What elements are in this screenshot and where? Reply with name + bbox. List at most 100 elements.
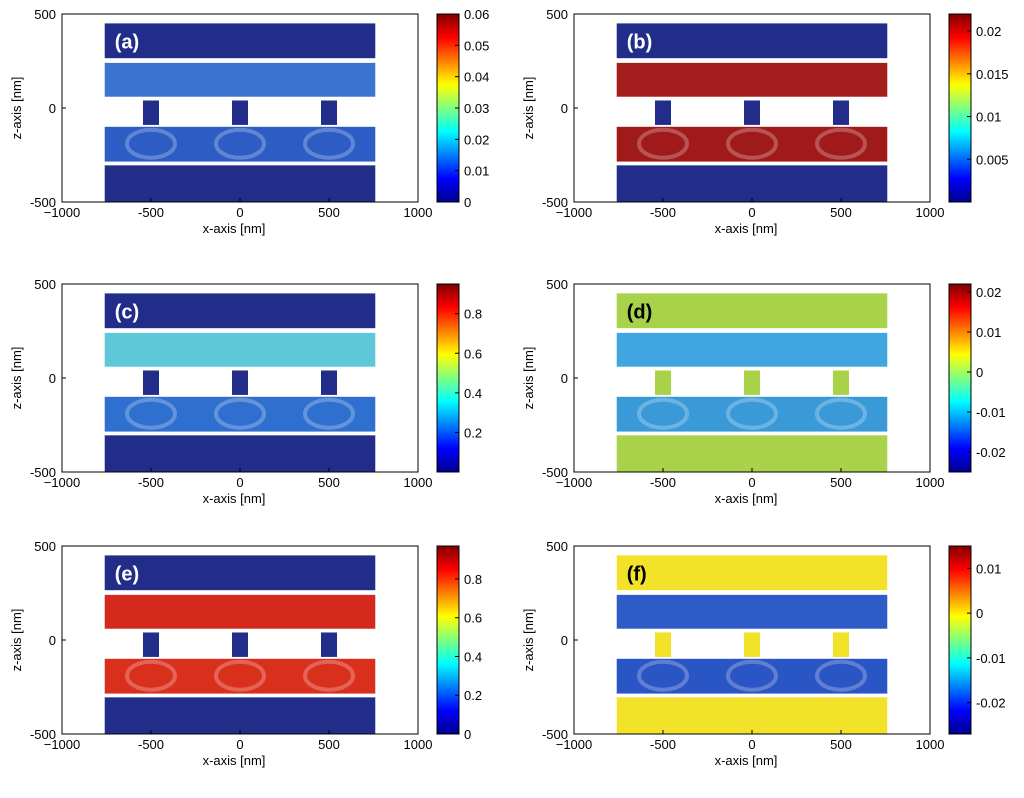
panel-label-b: (b): [627, 31, 653, 53]
panel-d: −1000 -500 0 500 1000 500 0 -500 x-axis [nm] z-ax…: [512, 270, 1024, 536]
y-tick-label-c-2: 0: [49, 371, 56, 386]
colorbar-tick-label-c-3: 0.4: [464, 386, 482, 401]
x-tick-label-c-2: -500: [138, 475, 164, 490]
pillar-b-1: [654, 100, 672, 125]
colorbar-tick-label-e-1: 0.8: [464, 572, 482, 587]
panel-label-e: (e): [115, 563, 139, 585]
x-tick-label-e-4: 500: [318, 737, 340, 752]
upper-field-layer-d: [616, 332, 888, 367]
field-lobe-c-3: [303, 397, 355, 430]
y-tick-label-d-2: 0: [561, 371, 568, 386]
y-tick-label-d-3: -500: [542, 465, 568, 480]
bottom-slab-a: [104, 165, 376, 202]
x-tick-label-b-1: −1000: [556, 205, 593, 220]
y-axis-label-c: z-axis [nm]: [9, 347, 24, 410]
field-lobe-f-3: [815, 659, 867, 692]
x-tick-label-f-1: −1000: [556, 737, 593, 752]
colorbar-c: [436, 283, 460, 473]
pillar-f-1: [654, 632, 672, 657]
field-lobe-c-1: [125, 397, 177, 430]
pillar-d-2: [743, 370, 761, 395]
pillar-b-3: [832, 100, 850, 125]
x-axis-label-f: x-axis [nm]: [715, 753, 778, 768]
colorbar-tick-label-f-2: 0: [976, 606, 983, 621]
y-tick-label-e-1: 500: [34, 539, 56, 554]
y-tick-label-f-1: 500: [546, 539, 568, 554]
colorbar-tick-label-a-5: 0.02: [464, 132, 489, 147]
bottom-slab-b: [616, 165, 888, 202]
x-tick-label-c-5: 1000: [404, 475, 433, 490]
field-lobe-e-3: [303, 659, 355, 692]
upper-field-layer-a: [104, 62, 376, 97]
colorbar-f: [948, 545, 972, 735]
x-tick-label-f-3: 0: [748, 737, 755, 752]
colorbar-tick-label-d-5: -0.02: [976, 445, 1006, 460]
colorbar-tick-label-a-4: 0.03: [464, 101, 489, 116]
x-tick-label-d-4: 500: [830, 475, 852, 490]
bottom-slab-c: [104, 435, 376, 472]
colorbar-tick-label-e-2: 0.6: [464, 611, 482, 626]
y-tick-label-b-1: 500: [546, 7, 568, 22]
y-tick-label-b-2: 0: [561, 101, 568, 116]
field-lobe-b-1: [637, 127, 689, 160]
top-slab-c: [104, 293, 376, 329]
bottom-slab-e: [104, 697, 376, 734]
colorbar-b: [948, 13, 972, 203]
x-tick-label-d-3: 0: [748, 475, 755, 490]
x-axis-label-c: x-axis [nm]: [203, 491, 266, 506]
colorbar-tick-label-f-4: -0.02: [976, 696, 1006, 711]
lower-field-layer-d: [616, 396, 888, 432]
lower-field-layer-e: [104, 658, 376, 694]
x-axis-label-b: x-axis [nm]: [715, 221, 778, 236]
upper-field-layer-e: [104, 594, 376, 629]
panel-label-c: (c): [115, 301, 139, 323]
x-tick-label-b-2: -500: [650, 205, 676, 220]
upper-field-layer-b: [616, 62, 888, 97]
colorbar-tick-label-d-1: 0.02: [976, 285, 1001, 300]
colorbar-tick-label-e-5: 0: [464, 727, 471, 742]
y-tick-label-a-3: -500: [30, 195, 56, 210]
y-tick-label-e-2: 0: [49, 633, 56, 648]
colorbar-tick-label-b-1: 0.02: [976, 24, 1001, 39]
y-tick-label-a-2: 0: [49, 101, 56, 116]
x-tick-label-e-3: 0: [236, 737, 243, 752]
x-tick-label-f-5: 1000: [916, 737, 945, 752]
x-tick-label-d-5: 1000: [916, 475, 945, 490]
field-lobe-d-2: [726, 397, 778, 430]
y-tick-label-b-3: -500: [542, 195, 568, 210]
x-tick-label-a-5: 1000: [404, 205, 433, 220]
x-axis-label-e: x-axis [nm]: [203, 753, 266, 768]
y-tick-label-f-2: 0: [561, 633, 568, 648]
lower-field-layer-f: [616, 658, 888, 694]
x-tick-label-c-4: 500: [318, 475, 340, 490]
top-slab-d: [616, 293, 888, 329]
x-tick-label-e-2: -500: [138, 737, 164, 752]
y-axis-label-a: z-axis [nm]: [9, 77, 24, 140]
x-tick-label-a-3: 0: [236, 205, 243, 220]
field-lobe-b-2: [726, 127, 778, 160]
pillar-e-3: [320, 632, 338, 657]
y-axis-label-d: z-axis [nm]: [521, 347, 536, 410]
pillar-e-2: [231, 632, 249, 657]
x-tick-label-d-1: −1000: [556, 475, 593, 490]
pillar-f-3: [832, 632, 850, 657]
pillar-b-2: [743, 100, 761, 125]
colorbar-tick-label-a-1: 0.06: [464, 7, 489, 22]
x-tick-label-c-3: 0: [236, 475, 243, 490]
colorbar-tick-label-f-1: 0.01: [976, 561, 1001, 576]
lower-field-layer-a: [104, 126, 376, 162]
x-axis-label-d: x-axis [nm]: [715, 491, 778, 506]
y-tick-label-c-1: 500: [34, 277, 56, 292]
colorbar-tick-label-a-2: 0.05: [464, 38, 489, 53]
pillar-d-1: [654, 370, 672, 395]
colorbar-tick-label-e-4: 0.2: [464, 688, 482, 703]
field-lobe-f-1: [637, 659, 689, 692]
field-lobe-b-3: [815, 127, 867, 160]
colorbar-tick-label-c-2: 0.6: [464, 346, 482, 361]
